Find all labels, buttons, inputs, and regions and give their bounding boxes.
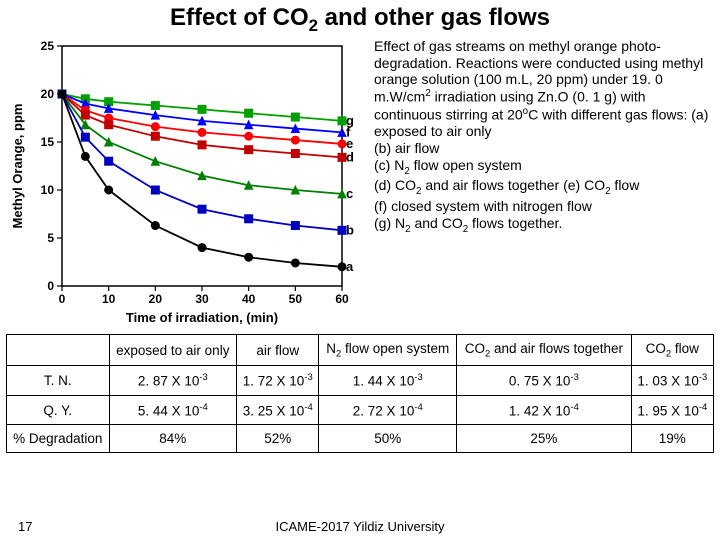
svg-text:Time of irradiation, (min): Time of irradiation, (min): [126, 310, 278, 325]
footer: 17 ICAME-2017 Yildiz University: [0, 519, 720, 534]
caption: Effect of gas streams on methyl orange p…: [372, 38, 714, 328]
table-cell: 2. 72 X 10-4: [319, 395, 457, 425]
table-cell: 5. 44 X 10-4: [109, 395, 237, 425]
svg-text:10: 10: [102, 292, 116, 306]
table-cell: 1. 95 X 10-4: [631, 395, 713, 425]
column-header: air flow: [237, 334, 319, 366]
row-label: T. N.: [7, 366, 110, 396]
data-table: exposed to air onlyair flowN2 flow open …: [6, 334, 714, 454]
column-header: N2 flow open system: [319, 334, 457, 366]
table-cell: 1. 72 X 10-3: [237, 366, 319, 396]
row-label: % Degradation: [7, 425, 110, 453]
svg-text:50: 50: [289, 292, 303, 306]
table-cell: 1. 42 X 10-4: [457, 395, 631, 425]
svg-text:Methyl Orange, ppm: Methyl Orange, ppm: [10, 103, 25, 228]
chart: 0 10 20 30 40 50 60 0 5 10 15 20 25 Time of irradiati…: [6, 38, 366, 328]
table-row: T. N.2. 87 X 10-31. 72 X 10-31. 44 X 10-…: [7, 366, 714, 396]
svg-text:20: 20: [41, 87, 55, 101]
table-cell: 3. 25 X 10-4: [237, 395, 319, 425]
table-cell: 19%: [631, 425, 713, 453]
table-cell: 1. 03 X 10-3: [631, 366, 713, 396]
column-header: CO2 and air flows together: [457, 334, 631, 366]
svg-text:20: 20: [149, 292, 163, 306]
svg-text:5: 5: [47, 231, 54, 245]
table-cell: 84%: [109, 425, 237, 453]
row-label: Q. Y.: [7, 395, 110, 425]
svg-text:b: b: [346, 222, 354, 237]
top-row: 0 10 20 30 40 50 60 0 5 10 15 20 25 Time of irradiati…: [0, 38, 720, 328]
svg-text:10: 10: [41, 183, 55, 197]
svg-text:c: c: [346, 186, 353, 201]
svg-text:25: 25: [41, 39, 55, 53]
column-header: exposed to air only: [109, 334, 237, 366]
table-cell: 0. 75 X 10-3: [457, 366, 631, 396]
page-title: Effect of CO2 and other gas flows: [0, 0, 720, 38]
svg-text:0: 0: [59, 292, 66, 306]
svg-text:d: d: [346, 149, 354, 164]
svg-text:30: 30: [195, 292, 209, 306]
table-row: Q. Y.5. 44 X 10-43. 25 X 10-42. 72 X 10-…: [7, 395, 714, 425]
table-cell: 1. 44 X 10-3: [319, 366, 457, 396]
svg-text:a: a: [346, 259, 354, 274]
column-header: CO2 flow: [631, 334, 713, 366]
row-header-blank: [7, 334, 110, 366]
table-cell: 2. 87 X 10-3: [109, 366, 237, 396]
conference-name: ICAME-2017 Yildiz University: [0, 519, 720, 534]
svg-text:40: 40: [242, 292, 256, 306]
table-cell: 50%: [319, 425, 457, 453]
table-cell: 25%: [457, 425, 631, 453]
table-cell: 52%: [237, 425, 319, 453]
slide-number: 17: [18, 519, 32, 534]
svg-text:15: 15: [41, 135, 55, 149]
svg-text:0: 0: [47, 279, 54, 293]
svg-text:60: 60: [335, 292, 349, 306]
table-row: % Degradation84%52%50%25%19%: [7, 425, 714, 453]
